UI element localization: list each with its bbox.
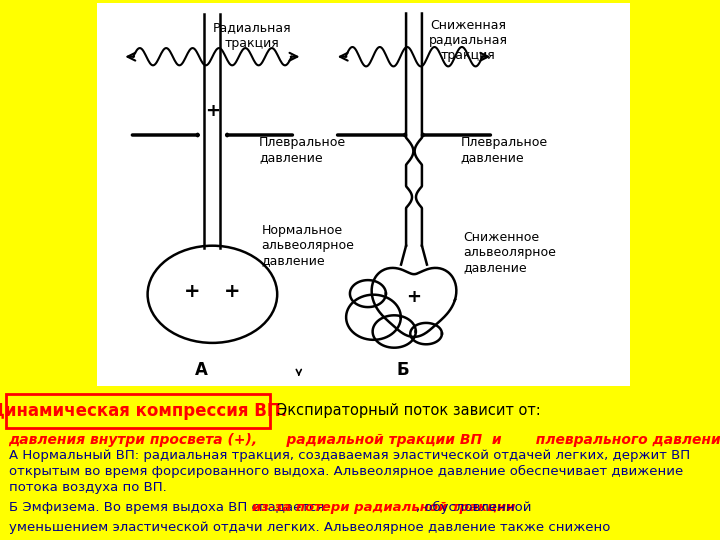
Text: Радиальная
тракция: Радиальная тракция <box>212 22 292 50</box>
Text: +: + <box>205 102 220 120</box>
Text: Плевральное
давление: Плевральное давление <box>461 136 548 164</box>
FancyBboxPatch shape <box>0 386 720 540</box>
Text: Сниженная
радиальная
тракция: Сниженная радиальная тракция <box>428 19 508 62</box>
Text: уменьшением эластической отдачи легких. Альвеолярное давление также снижено: уменьшением эластической отдачи легких. … <box>9 521 610 534</box>
Text: Сниженное
альвеолярное
давление: Сниженное альвеолярное давление <box>463 231 556 274</box>
Text: Плевральное
давление: Плевральное давление <box>259 136 346 164</box>
Text: давления внутри просвета (+),      радиальной тракции ВП  и       плеврального д: давления внутри просвета (+), радиальной… <box>9 433 720 447</box>
FancyBboxPatch shape <box>6 394 270 428</box>
Text: Экспираторный поток зависит от:: Экспираторный поток зависит от: <box>277 403 541 418</box>
Text: А Нормальный ВП: радиальная тракция, создаваемая эластической отдачей легких, де: А Нормальный ВП: радиальная тракция, соз… <box>9 449 690 495</box>
Text: Б: Б <box>397 361 410 379</box>
Text: +: + <box>225 282 240 301</box>
FancyBboxPatch shape <box>97 3 630 386</box>
Text: Нормальное
альвеолярное
давление: Нормальное альвеолярное давление <box>261 224 354 267</box>
Text: из-за потери радиальной тракции: из-за потери радиальной тракции <box>252 501 516 514</box>
Text: А: А <box>195 361 208 379</box>
Text: , обусловленной: , обусловленной <box>416 501 531 514</box>
Text: +: + <box>184 282 200 301</box>
Text: Динамическая компрессия ВП.: Динамическая компрессия ВП. <box>0 402 287 420</box>
Text: +: + <box>407 288 421 306</box>
Text: Б Эмфизема. Во время выдоха ВП спадается: Б Эмфизема. Во время выдоха ВП спадается <box>9 501 328 514</box>
